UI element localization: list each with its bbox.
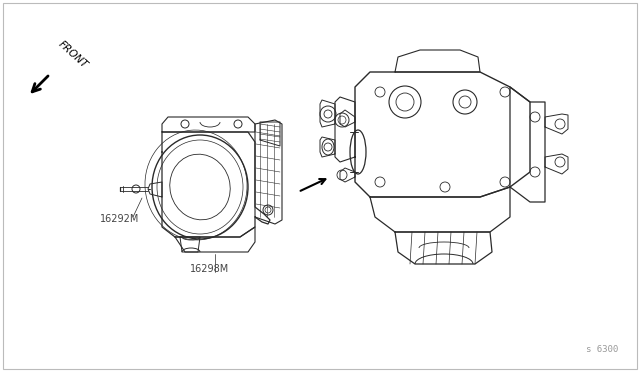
- Text: 16292M: 16292M: [100, 214, 140, 224]
- Text: 16298M: 16298M: [190, 264, 229, 274]
- Text: s 6300: s 6300: [586, 345, 618, 354]
- Text: FRONT: FRONT: [56, 39, 89, 70]
